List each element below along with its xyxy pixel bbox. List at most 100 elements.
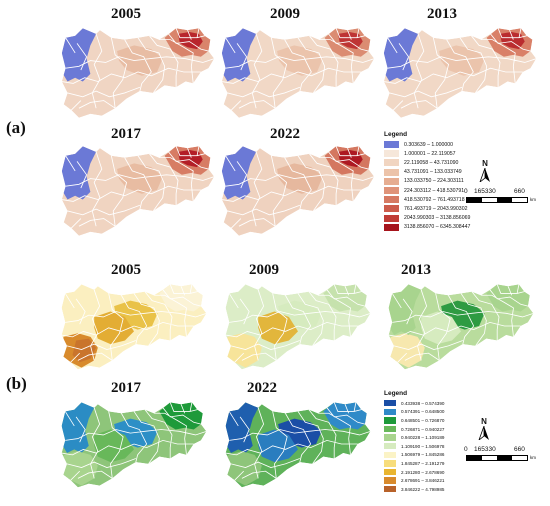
panel-label-a: (a) xyxy=(6,118,26,137)
year-label-b-2: 2009 xyxy=(249,262,279,278)
scale-a-tick-1: 165330 xyxy=(474,188,496,195)
legend-b-label: 1.506979 – 1.845286 xyxy=(401,452,445,458)
legend-a-swatch xyxy=(384,187,399,195)
legend-b-item: 1.109190 – 1.506978 xyxy=(384,442,444,451)
legend-a-label: 418.530792 – 761.493718 xyxy=(404,196,465,203)
legend-a-swatch xyxy=(384,141,399,149)
legend-a-swatch xyxy=(384,196,399,204)
year-label-a-4: 2017 xyxy=(111,126,141,142)
legend-a-swatch xyxy=(384,223,399,231)
legend-b-label: 1.845287 – 2.191279 xyxy=(401,460,445,466)
legend-a-item: 761.493719 – 2043.990302 xyxy=(384,204,470,213)
legend-b-item: 0.574391 – 0.648500 xyxy=(384,408,444,417)
legend-a-label: 224.303112 – 418.530791 xyxy=(404,187,465,194)
panel-label-b: (b) xyxy=(6,374,27,393)
legend-b-label: 3.846222 – 4.798985 xyxy=(401,486,445,492)
north-arrow-a: N xyxy=(478,160,492,187)
legend-b-item: 1.845287 – 2.191279 xyxy=(384,459,444,468)
legend-b-item: 0.940228 – 1.109189 xyxy=(384,433,444,442)
map-a-2022 xyxy=(221,146,375,236)
legend-b-item: 0.433938 – 0.574390 xyxy=(384,399,444,408)
legend-b-title: Legend xyxy=(384,390,408,397)
legend-a-label: 1.000001 – 22.119057 xyxy=(404,150,456,157)
legend-a-item: 418.530792 – 761.493718 xyxy=(384,195,470,204)
scale-a-tick-2: 660 xyxy=(514,188,525,195)
year-label-b-3: 2013 xyxy=(401,262,431,278)
legend-a-item: 43.731091 – 133.033749 xyxy=(384,168,470,177)
year-label-b-1: 2005 xyxy=(111,262,141,278)
scale-b-tick-0: 0 xyxy=(464,446,468,453)
legend-a-label: 2043.990303 – 3138.856069 xyxy=(404,215,471,222)
legend-b-label: 0.574391 – 0.648500 xyxy=(401,409,445,415)
legend-b-swatch xyxy=(384,460,396,467)
year-label-a-5: 2022 xyxy=(270,126,300,142)
map-b-2005 xyxy=(61,284,207,370)
legend-b-label: 0.940228 – 1.109189 xyxy=(401,435,445,441)
legend-a-swatch xyxy=(384,168,399,176)
legend-a-swatch xyxy=(384,177,399,185)
legend-a-item: 0.303639 – 1.000000 xyxy=(384,140,470,149)
north-arrow-icon xyxy=(478,425,489,442)
legend-b-item: 2.678691 – 3.846221 xyxy=(384,476,444,485)
map-a-2017 xyxy=(61,146,215,236)
legend-a-item: 224.303112 – 418.530791 xyxy=(384,186,470,195)
map-b-2009 xyxy=(225,284,371,370)
scale-bar-b: 0 165330 660 km xyxy=(464,446,536,461)
legend-b-item: 1.506979 – 1.845286 xyxy=(384,451,444,460)
year-label-a-3: 2013 xyxy=(427,6,457,22)
legend-b-swatch xyxy=(384,425,396,433)
legend-a: Legend 0.303639 – 1.000000 1.000001 – 22.… xyxy=(384,131,470,232)
scale-bar-a: 0 165330 660 km xyxy=(464,188,536,203)
legend-a-swatch xyxy=(384,205,399,213)
north-arrow-a-letter: N xyxy=(482,159,488,168)
north-arrow-b: N xyxy=(477,418,491,445)
legend-b: Legend 0.433938 – 0.574390 0.574391 – 0.6… xyxy=(384,390,444,494)
legend-a-label: 22.119058 – 43.731090 xyxy=(404,159,459,166)
legend-b-label: 2.678691 – 3.846221 xyxy=(401,478,445,484)
legend-a-item: 22.119058 – 43.731090 xyxy=(384,158,470,167)
legend-b-label: 0.726871 – 0.940227 xyxy=(401,426,445,432)
legend-a-item: 2043.990303 – 3138.856069 xyxy=(384,214,470,223)
legend-a-label: 133.033750 – 224.303111 xyxy=(404,178,464,185)
map-a-2009 xyxy=(221,28,375,118)
year-label-b-4: 2017 xyxy=(111,380,141,396)
legend-a-item: 1.000001 – 22.119057 xyxy=(384,149,470,158)
legend-b-swatch xyxy=(384,408,396,416)
legend-a-item: 133.033750 – 224.303111 xyxy=(384,177,470,186)
legend-a-title: Legend xyxy=(384,131,408,138)
legend-b-swatch xyxy=(384,400,396,407)
legend-a-swatch xyxy=(384,159,399,167)
legend-b-item: 2.191280 – 2.678690 xyxy=(384,468,444,477)
legend-b-swatch xyxy=(384,477,396,484)
map-b-2022 xyxy=(225,402,371,488)
legend-b-swatch xyxy=(384,451,396,459)
legend-a-label: 0.303639 – 1.000000 xyxy=(404,141,454,148)
legend-b-label: 1.109190 – 1.506978 xyxy=(401,443,445,449)
map-b-2013 xyxy=(388,284,534,370)
year-label-a-2: 2009 xyxy=(270,6,300,22)
legend-a-swatch xyxy=(384,150,399,158)
legend-b-swatch xyxy=(384,486,396,493)
map-a-2013 xyxy=(383,28,537,118)
scale-a-tick-0: 0 xyxy=(464,188,468,195)
legend-a-label: 761.493719 – 2043.990302 xyxy=(404,205,468,212)
legend-b-label: 0.433938 – 0.574390 xyxy=(401,400,445,406)
north-arrow-icon xyxy=(479,167,490,184)
legend-b-item: 3.846222 – 4.798985 xyxy=(384,485,444,494)
legend-a-swatch xyxy=(384,214,399,222)
year-label-a-1: 2005 xyxy=(111,6,141,22)
legend-a-item: 3138.856070 – 6345.308447 xyxy=(384,223,470,232)
legend-a-label: 43.731091 – 133.033749 xyxy=(404,169,462,176)
legend-a-label: 3138.856070 – 6345.308447 xyxy=(404,224,471,231)
legend-b-swatch xyxy=(384,434,396,441)
scale-b-tick-1: 165330 xyxy=(474,446,496,453)
year-label-b-5: 2022 xyxy=(247,380,277,396)
legend-b-swatch xyxy=(384,443,396,450)
legend-b-swatch xyxy=(384,417,396,424)
legend-b-label: 0.648501 – 0.726870 xyxy=(401,417,445,423)
legend-b-item: 0.726871 – 0.940227 xyxy=(384,425,444,434)
legend-b-label: 2.191280 – 2.678690 xyxy=(401,469,445,475)
map-a-2005 xyxy=(61,28,215,118)
legend-b-swatch xyxy=(384,468,396,476)
legend-b-item: 0.648501 – 0.726870 xyxy=(384,416,444,425)
